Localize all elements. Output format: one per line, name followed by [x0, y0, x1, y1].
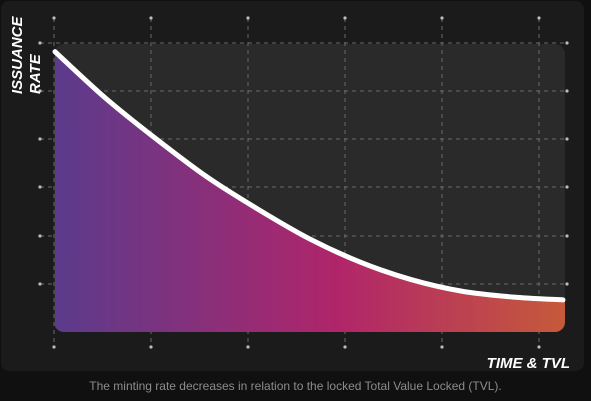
grid-dot	[38, 185, 42, 189]
grid-dot	[52, 16, 56, 20]
grid-dot	[38, 89, 42, 93]
grid-dot	[565, 282, 569, 286]
grid-dot	[537, 16, 541, 20]
grid-dot	[343, 16, 347, 20]
y-axis-title-line-1: ISSUANCE	[9, 15, 26, 94]
grid-dot	[440, 16, 444, 20]
grid-dot	[565, 234, 569, 238]
area-fill	[55, 51, 565, 332]
grid-dot	[565, 89, 569, 93]
grid-dot	[565, 41, 569, 45]
x-axis-title: TIME & TVL	[487, 355, 570, 372]
grid-dot	[343, 345, 347, 349]
grid-dot	[149, 16, 153, 20]
grid-dot	[246, 16, 250, 20]
grid-dot	[38, 137, 42, 141]
issuance-curve	[52, 49, 566, 303]
grid-dot	[246, 345, 250, 349]
y-axis-title: ISSUANCE RATE	[9, 12, 44, 94]
grid-dot	[52, 345, 56, 349]
grid-dot	[38, 234, 42, 238]
grid-dot	[537, 345, 541, 349]
grid-dot	[38, 41, 42, 45]
grid-dot	[565, 185, 569, 189]
grid-dot	[440, 345, 444, 349]
y-axis-title-line-2: RATE	[27, 53, 44, 94]
chart-caption: The minting rate decreases in relation t…	[89, 379, 502, 393]
grid-dot	[38, 282, 42, 286]
grid-dot	[565, 137, 569, 141]
grid-dot	[149, 345, 153, 349]
